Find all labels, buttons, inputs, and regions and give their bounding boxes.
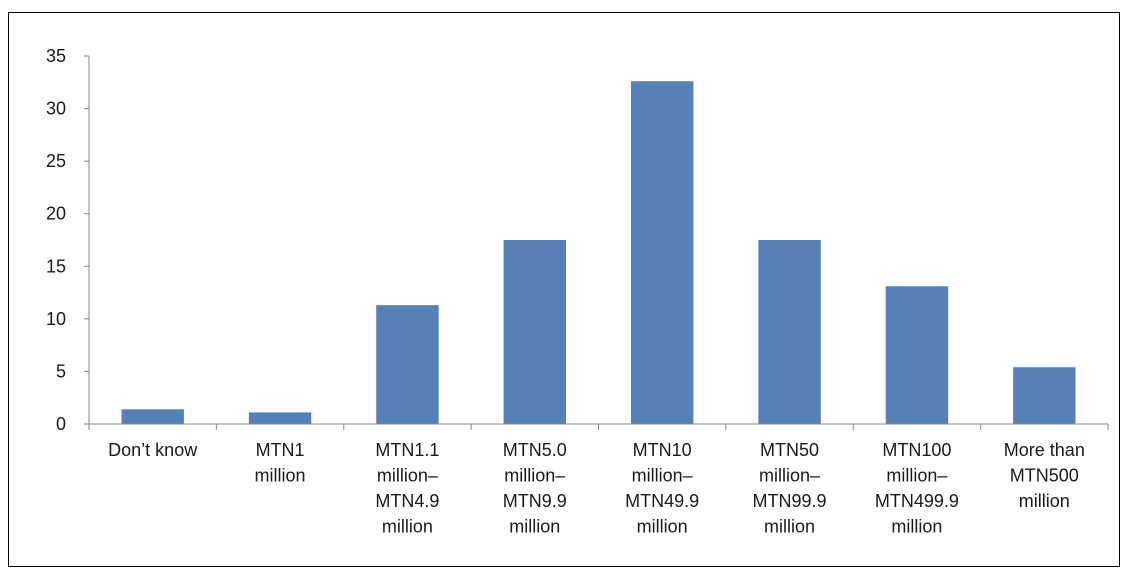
- x-category-label-line: MTN49.9: [625, 491, 699, 511]
- x-category-label-line: MTN499.9: [875, 491, 959, 511]
- y-tick-label: 20: [46, 204, 66, 224]
- x-category-label-line: MTN99.9: [753, 491, 827, 511]
- x-category-label-line: million–: [759, 466, 820, 486]
- x-category-label-line: MTN5.0: [503, 440, 567, 460]
- bar: [885, 286, 949, 424]
- x-category-label-line: Don’t know: [108, 440, 198, 460]
- bar: [248, 412, 312, 424]
- x-category-label: MTN1 million: [255, 440, 306, 486]
- y-tick-label: 10: [46, 309, 66, 329]
- x-category-label-line: MTN1.1: [375, 440, 439, 460]
- bar: [376, 305, 439, 424]
- x-category-label-line: million–: [377, 466, 438, 486]
- y-tick-label: 0: [56, 414, 66, 434]
- y-tick-label: 35: [46, 46, 66, 66]
- x-category-label: More than MTN500 million: [1004, 440, 1085, 511]
- bar: [121, 409, 184, 424]
- x-category-label-line: More than: [1004, 440, 1085, 460]
- x-category-label: MTN100 million– MTN499.9 million: [875, 440, 959, 537]
- x-axis: Don’t know MTN1 million MTN1.1 million– MTN4.…: [88, 423, 1109, 537]
- x-category-label-line: million–: [886, 466, 947, 486]
- y-tick-label: 25: [46, 151, 66, 171]
- x-category-label-line: million–: [632, 466, 693, 486]
- x-category-label-line: MTN9.9: [503, 491, 567, 511]
- y-tick-label: 30: [46, 99, 66, 119]
- y-axis: 0 5 10 15 20 25 30 35: [46, 46, 90, 434]
- x-category-label: MTN10 million– MTN49.9 million: [625, 440, 699, 537]
- x-category-label-line: MTN1: [256, 440, 305, 460]
- x-category-label-line: MTN10: [633, 440, 692, 460]
- x-category-label-line: million: [255, 466, 306, 486]
- x-category-label-line: MTN100: [882, 440, 951, 460]
- y-tick-label: 5: [56, 361, 66, 381]
- x-category-label-line: million: [764, 517, 815, 537]
- y-tick-label: 15: [46, 256, 66, 276]
- bar: [758, 240, 821, 424]
- bar: [630, 81, 694, 424]
- x-category-label: MTN1.1 million– MTN4.9 million: [375, 440, 439, 537]
- x-category-label: MTN50 million– MTN99.9 million: [753, 440, 827, 537]
- x-category-label-line: million: [382, 517, 433, 537]
- x-category-label-line: MTN4.9: [375, 491, 439, 511]
- x-category-label-line: million: [891, 517, 942, 537]
- bar: [1013, 367, 1076, 424]
- x-category-label: Don’t know: [108, 440, 198, 460]
- x-category-label-line: MTN50: [760, 440, 819, 460]
- x-category-label-line: MTN500: [1010, 466, 1079, 486]
- bars: [121, 81, 1076, 424]
- bar: [503, 240, 567, 424]
- x-category-label: MTN5.0 million– MTN9.9 million: [503, 440, 567, 537]
- x-category-label-line: million: [509, 517, 560, 537]
- x-category-label-line: million: [637, 517, 688, 537]
- x-category-label-line: million–: [504, 466, 565, 486]
- x-category-label-line: million: [1019, 491, 1070, 511]
